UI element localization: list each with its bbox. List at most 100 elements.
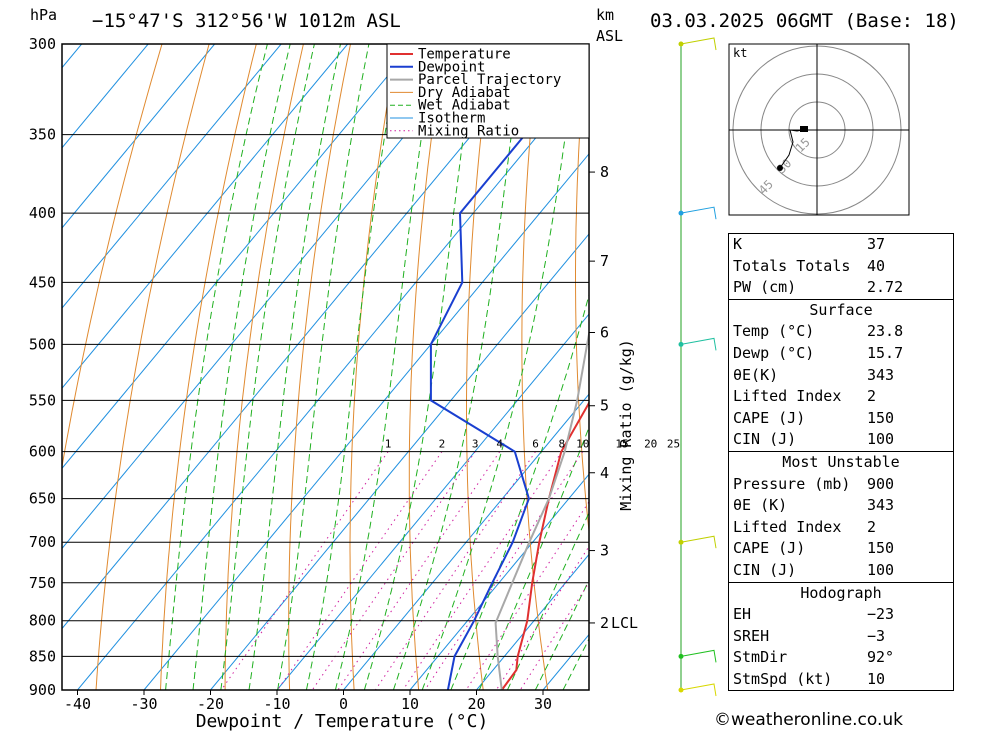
legend-entry: Wet Adiabat (418, 98, 511, 114)
surface-index-value: 343 (867, 365, 895, 384)
hodograph-index-label: SREH (733, 626, 770, 645)
legend-entry: Mixing Ratio (418, 123, 519, 139)
hodograph-title: Hodograph (800, 583, 882, 602)
mixing-ratio-label: 2 (439, 438, 446, 451)
x-tick-label: -30 (130, 695, 157, 713)
hodograph-index-value: −3 (867, 626, 886, 645)
lcl-label: LCL (611, 614, 638, 632)
dry-adiabat-line (521, 44, 549, 690)
most-unstable-index-value: 150 (867, 539, 895, 558)
surface-index-label: CIN (J) (733, 430, 797, 449)
general-index-row: K 37 (729, 234, 953, 256)
most-unstable-index-row: Lifted Index 2 (729, 517, 953, 539)
series-temperature (500, 401, 589, 690)
legend-entry: Dewpoint (418, 59, 485, 75)
series-parcel-trajectory (494, 328, 589, 690)
x-tick-label: -10 (263, 695, 290, 713)
x-tick-label: -40 (64, 695, 91, 713)
x-axis-label: Dewpoint / Temperature (°C) (196, 711, 489, 732)
pressure-tick-label: 750 (29, 574, 56, 592)
general-index-value: 2.72 (867, 278, 904, 297)
surface-index-value: 23.8 (867, 322, 904, 341)
dry-adiabat-line (224, 44, 304, 690)
mixing-ratio-label: 6 (532, 438, 539, 451)
surface-index-value: 2 (867, 387, 877, 406)
pressure-tick-label: 450 (29, 273, 56, 291)
x-tick-label: 20 (467, 695, 485, 713)
general-index-label: Totals Totals (733, 256, 851, 275)
wind-barb (680, 535, 717, 549)
datetime-title: 03.03.2025 06GMT (Base: 18) (650, 10, 959, 32)
legend-entry: Temperature (418, 47, 511, 63)
mixing-ratio-label: 25 (667, 438, 680, 451)
wet-adiabat-line (192, 44, 291, 690)
pressure-tick-label: 900 (29, 681, 56, 699)
hodograph-indices: Hodograph EH −23 SREH −3 StmDir 92° StmSpd (kt… (728, 581, 954, 692)
hodograph-index-row: StmSpd (kt) 10 (729, 669, 953, 691)
legend-entry: Isotherm (418, 111, 485, 127)
pressure-tick-label: 850 (29, 647, 56, 665)
isotherm-line (62, 44, 349, 389)
most-unstable-indices: Most Unstable Pressure (mb) 900 θE (K) 343 L… (728, 450, 954, 583)
surface-index-label: CAPE (J) (733, 408, 806, 427)
surface-index-row: Dewp (°C) 15.7 (729, 343, 953, 365)
hodograph-index-value: −23 (867, 605, 895, 624)
wet-adiabat-line (421, 44, 579, 690)
wet-adiabat-line (165, 44, 268, 690)
dry-adiabat-line (95, 44, 210, 690)
hodograph-index-label: StmSpd (kt) (733, 669, 833, 688)
most-unstable-index-value: 2 (867, 517, 877, 536)
dry-adiabat-line (575, 44, 589, 536)
general-index-value: 40 (867, 256, 886, 275)
most-unstable-index-label: Pressure (mb) (733, 474, 851, 493)
isotherm-line (62, 44, 482, 550)
most-unstable-index-value: 343 (867, 496, 895, 515)
wind-barb (680, 649, 717, 663)
km-tick-label: 6 (600, 323, 609, 341)
pressure-tick-label: 400 (29, 204, 56, 222)
hodograph-end-marker (777, 165, 783, 171)
surface-index-label: Lifted Index (733, 387, 842, 406)
general-index-label: K (733, 235, 743, 253)
isotherm-line (62, 44, 149, 149)
mixing-ratio-label: 15 (615, 438, 628, 451)
general-indices: K 37 Totals Totals 40 PW (cm) 2.72 (728, 233, 954, 300)
surface-index-value: 100 (867, 430, 895, 449)
surface-title: Surface (809, 300, 873, 319)
mixing-ratio-label: 4 (496, 438, 503, 451)
dry-adiabat-line (963, 44, 1000, 690)
hodograph-index-row: StmDir 92° (729, 647, 953, 669)
hodograph-unit: kt (733, 46, 747, 60)
surface-index-value: 15.7 (867, 343, 904, 362)
legend-entry: Parcel Trajectory (418, 72, 561, 88)
hodograph-index-row: SREH −3 (729, 626, 953, 648)
wind-barb (680, 337, 717, 351)
wet-adiabat-line (305, 44, 401, 690)
surface-index-row: CIN (J) 100 (729, 429, 953, 451)
wind-barb (680, 683, 717, 697)
surface-index-value: 150 (867, 408, 895, 427)
mixing-ratio-label: 20 (644, 438, 657, 451)
general-index-label: PW (cm) (733, 278, 797, 297)
pressure-tick-label: 550 (29, 391, 56, 409)
mixing-ratio-label: 3 (472, 438, 479, 451)
most-unstable-index-row: CAPE (J) 150 (729, 538, 953, 560)
general-index-value: 37 (867, 235, 886, 253)
hodograph-trace (779, 128, 809, 169)
mixing-ratio-line (465, 500, 589, 690)
most-unstable-index-row: CIN (J) 100 (729, 560, 953, 582)
km-tick-label: 7 (600, 252, 609, 270)
wind-barb (680, 37, 717, 51)
mixing-ratio-line (277, 451, 443, 690)
surface-index-label: Dewp (°C) (733, 343, 815, 362)
pressure-tick-label: 800 (29, 612, 56, 630)
hodograph-start-marker (800, 126, 808, 132)
most-unstable-index-label: CAPE (J) (733, 539, 806, 558)
dry-adiabat-line (160, 44, 257, 690)
isotherm-line (62, 44, 415, 470)
indices-table: K 37 Totals Totals 40 PW (cm) 2.72 Surface Te… (728, 233, 954, 692)
left-unit: hPa (30, 6, 57, 24)
most-unstable-index-label: CIN (J) (733, 560, 797, 579)
isotherm-line (62, 44, 216, 229)
